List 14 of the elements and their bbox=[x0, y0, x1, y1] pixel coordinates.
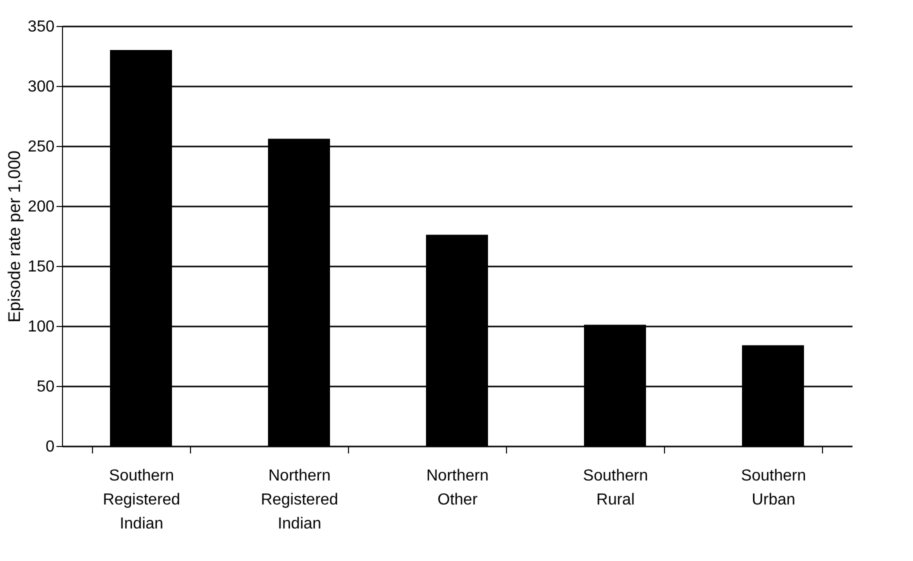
y-axis-title: Episode rate per 1,000 bbox=[4, 150, 24, 323]
y-tick-label: 300 bbox=[28, 78, 55, 96]
y-tick-label: 150 bbox=[28, 258, 55, 276]
y-tick-label: 100 bbox=[28, 318, 55, 336]
y-tick-label: 200 bbox=[28, 198, 55, 216]
x-tick-label: Northern Registered Indian bbox=[260, 468, 338, 532]
x-tick-label: Southern Rural bbox=[583, 468, 648, 508]
y-tick-label: 0 bbox=[46, 438, 55, 456]
y-tick-label: 350 bbox=[28, 18, 55, 36]
x-tick-label: Northern Other bbox=[426, 468, 489, 508]
y-tick-label: 50 bbox=[36, 378, 55, 396]
y-tick-label: 250 bbox=[28, 138, 55, 156]
x-tick-label: Southern Registered Indian bbox=[102, 468, 180, 532]
x-tick-label: Southern Urban bbox=[741, 468, 806, 508]
